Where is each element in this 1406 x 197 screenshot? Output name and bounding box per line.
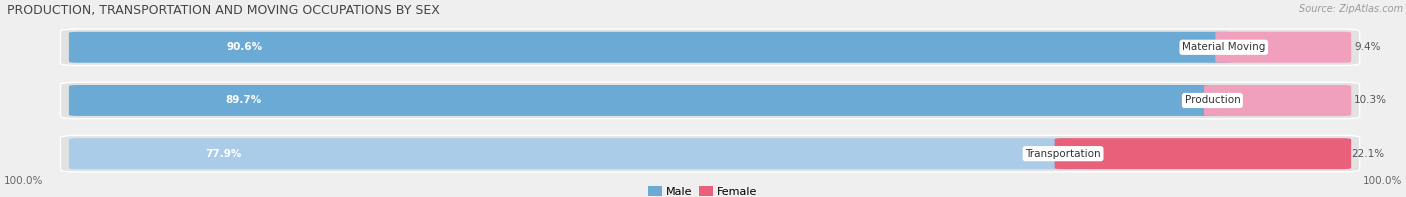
Text: Transportation: Transportation — [1025, 149, 1101, 159]
FancyBboxPatch shape — [1204, 85, 1351, 116]
FancyBboxPatch shape — [1215, 32, 1351, 63]
FancyBboxPatch shape — [69, 138, 1071, 169]
FancyBboxPatch shape — [60, 136, 1360, 172]
FancyBboxPatch shape — [60, 29, 1360, 65]
FancyBboxPatch shape — [69, 32, 1232, 63]
Text: 100.0%: 100.0% — [4, 176, 44, 186]
Text: 22.1%: 22.1% — [1351, 149, 1385, 159]
Text: 100.0%: 100.0% — [1362, 176, 1402, 186]
Text: Source: ZipAtlas.com: Source: ZipAtlas.com — [1299, 4, 1403, 14]
Text: 77.9%: 77.9% — [205, 149, 242, 159]
Text: Material Moving: Material Moving — [1182, 42, 1265, 52]
FancyBboxPatch shape — [60, 82, 1360, 119]
Text: 89.7%: 89.7% — [225, 96, 262, 105]
Text: 9.4%: 9.4% — [1354, 42, 1381, 52]
Text: 90.6%: 90.6% — [226, 42, 263, 52]
Text: PRODUCTION, TRANSPORTATION AND MOVING OCCUPATIONS BY SEX: PRODUCTION, TRANSPORTATION AND MOVING OC… — [7, 4, 440, 17]
Text: 10.3%: 10.3% — [1354, 96, 1388, 105]
Text: Production: Production — [1184, 96, 1240, 105]
FancyBboxPatch shape — [1054, 138, 1351, 169]
Legend: Male, Female: Male, Female — [644, 182, 762, 197]
FancyBboxPatch shape — [69, 85, 1220, 116]
